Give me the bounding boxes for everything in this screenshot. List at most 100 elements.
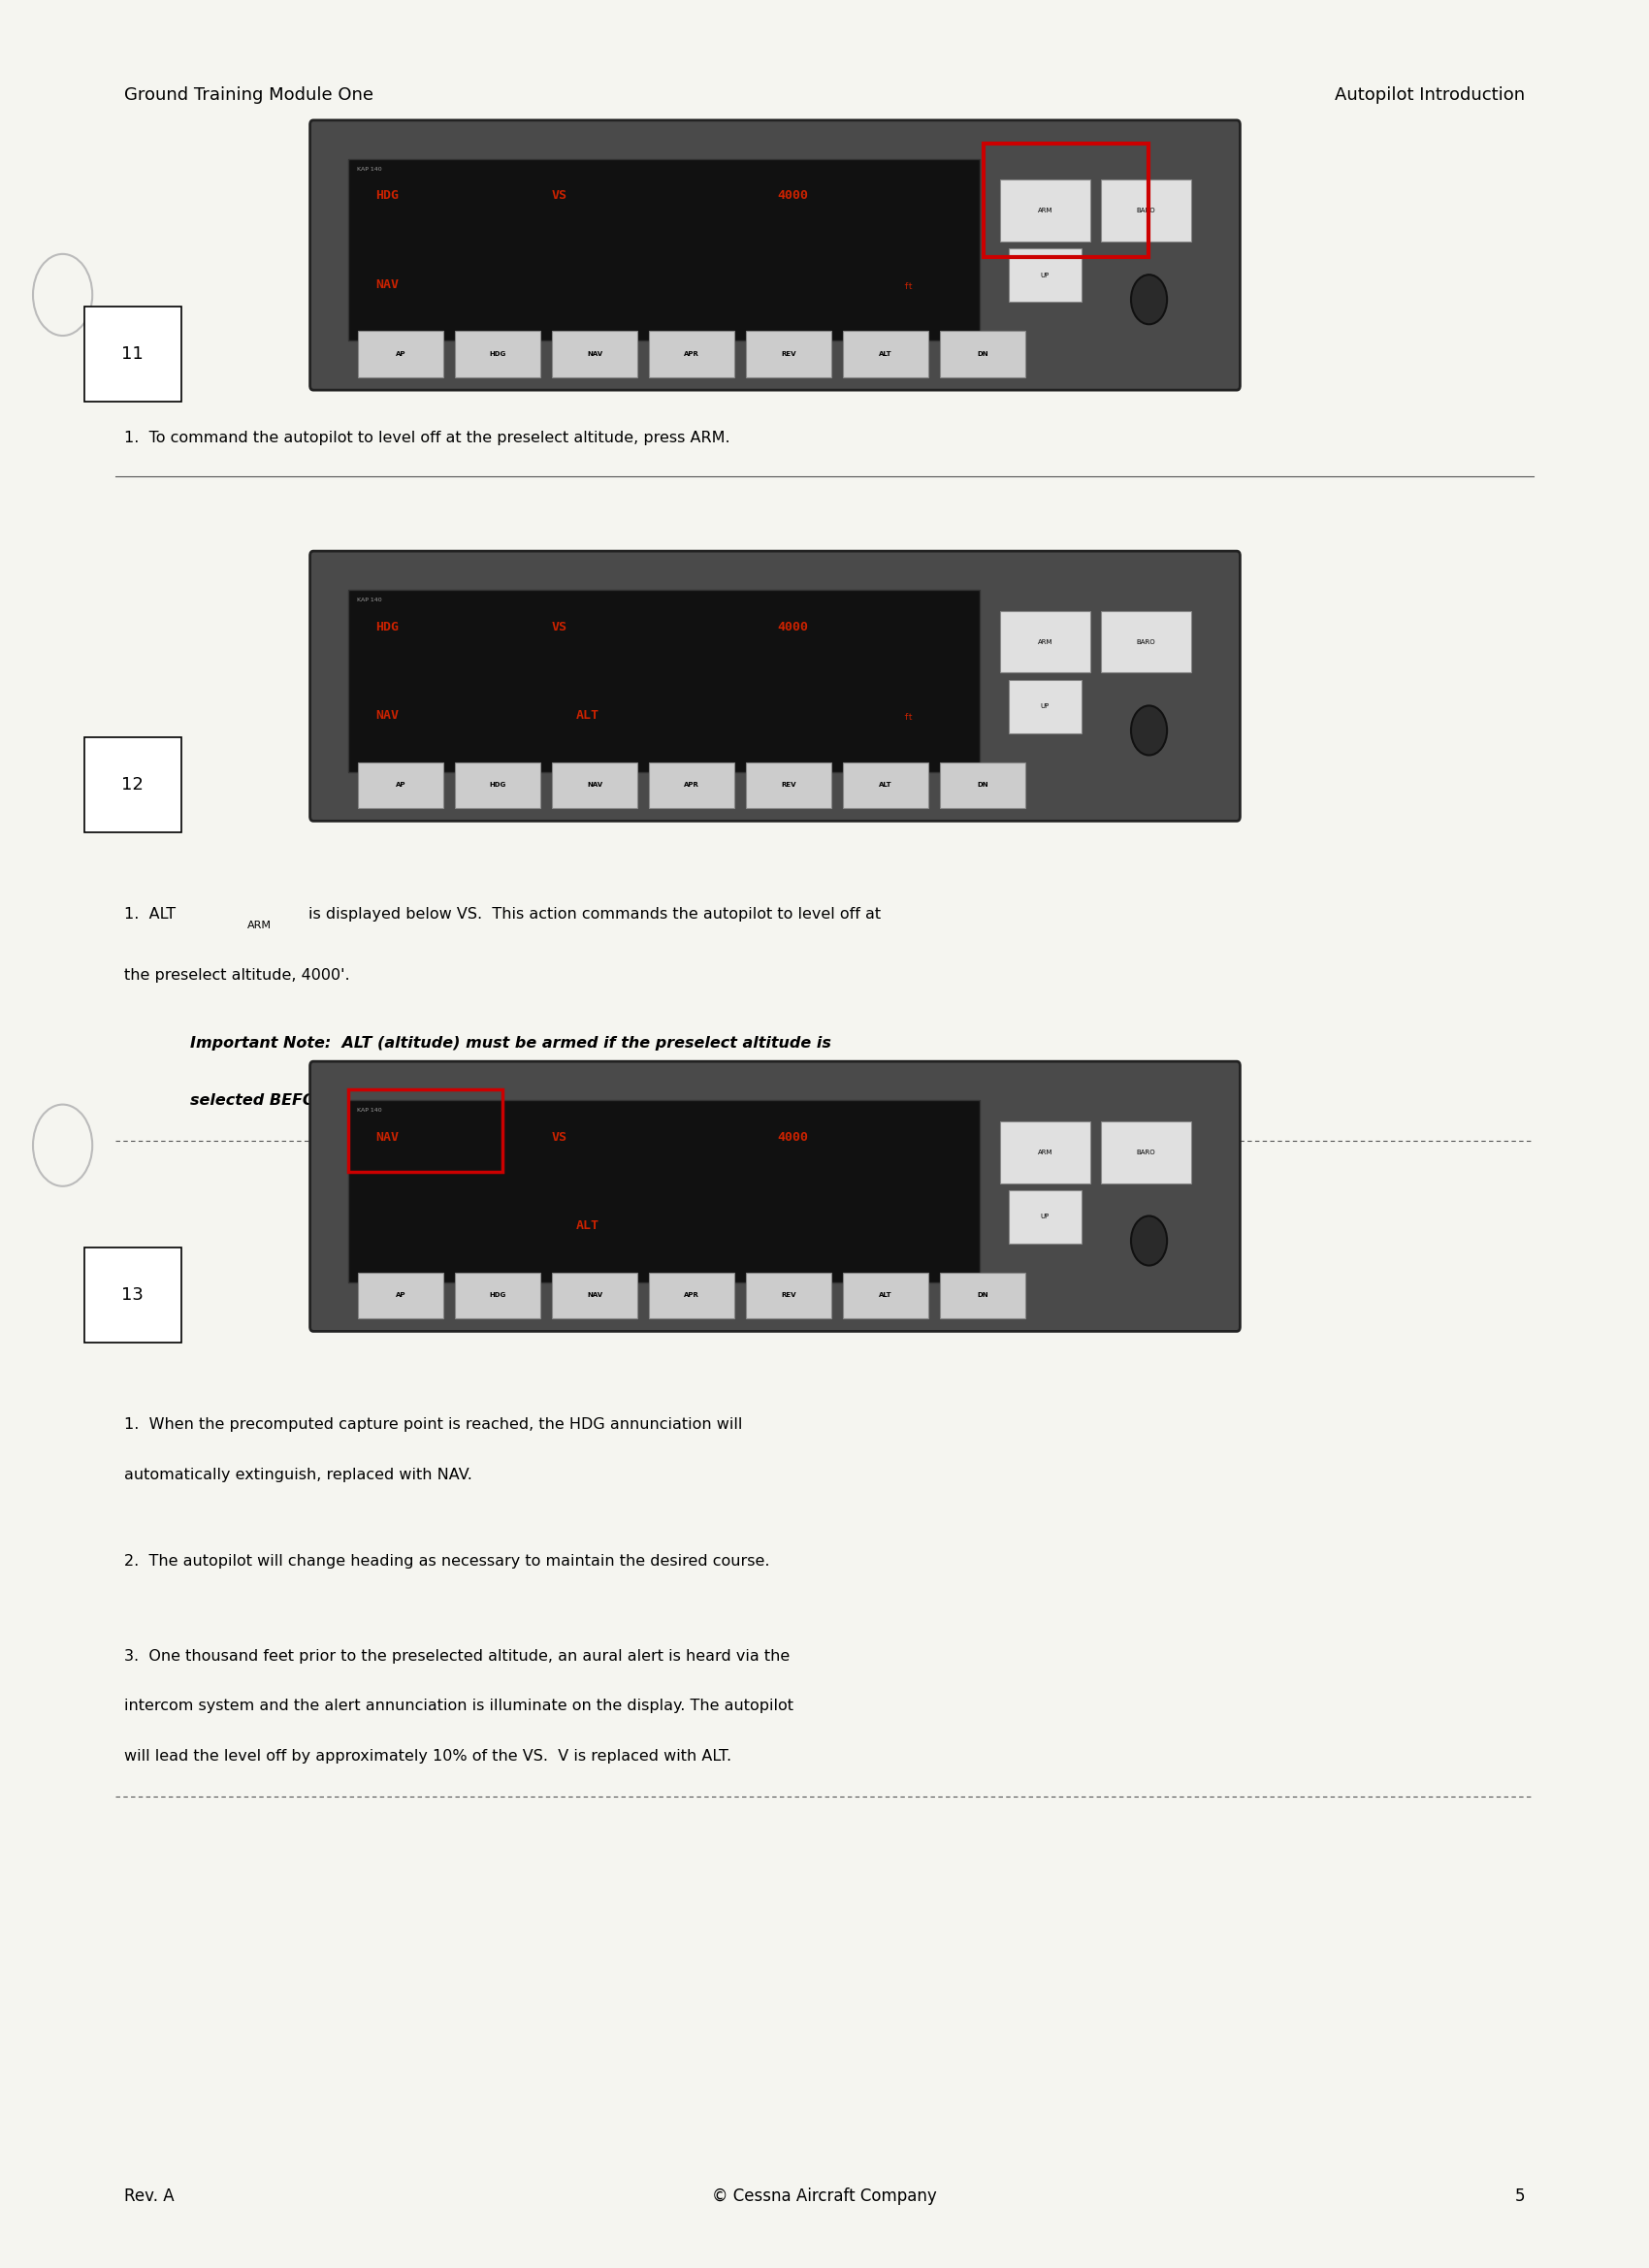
FancyBboxPatch shape: [552, 1272, 638, 1318]
Text: REV: REV: [782, 1293, 796, 1297]
FancyBboxPatch shape: [745, 331, 831, 376]
Text: 5: 5: [1515, 2186, 1525, 2204]
FancyBboxPatch shape: [940, 1272, 1026, 1318]
Text: ALT: ALT: [576, 1220, 600, 1232]
Text: NAV: NAV: [587, 1293, 602, 1297]
FancyBboxPatch shape: [84, 737, 181, 832]
Text: DN: DN: [976, 782, 988, 787]
Text: DN: DN: [976, 1293, 988, 1297]
FancyBboxPatch shape: [648, 762, 734, 807]
Text: 2.  The autopilot will change heading as necessary to maintain the desired cours: 2. The autopilot will change heading as …: [124, 1554, 768, 1567]
FancyBboxPatch shape: [455, 1272, 541, 1318]
FancyBboxPatch shape: [999, 1120, 1090, 1184]
FancyBboxPatch shape: [999, 610, 1090, 674]
FancyBboxPatch shape: [745, 762, 831, 807]
Text: will lead the level off by approximately 10% of the VS.  V is replaced with ALT.: will lead the level off by approximately…: [124, 1749, 731, 1762]
FancyBboxPatch shape: [552, 331, 638, 376]
Text: UP: UP: [1041, 703, 1050, 710]
Text: HDG: HDG: [490, 1293, 506, 1297]
Text: Autopilot Introduction: Autopilot Introduction: [1336, 86, 1525, 104]
Text: HDG: HDG: [376, 191, 399, 202]
Text: ARM: ARM: [247, 921, 272, 930]
Text: UP: UP: [1041, 1213, 1050, 1220]
Text: VS: VS: [551, 191, 567, 202]
FancyBboxPatch shape: [348, 159, 980, 340]
Text: selected BEFORE the autopilot is engaged.: selected BEFORE the autopilot is engaged…: [190, 1093, 564, 1107]
Text: HDG: HDG: [376, 621, 399, 633]
Text: 1.  When the precomputed capture point is reached, the HDG annunciation will: 1. When the precomputed capture point is…: [124, 1418, 742, 1431]
FancyBboxPatch shape: [843, 331, 928, 376]
FancyBboxPatch shape: [1100, 179, 1192, 243]
Text: APR: APR: [684, 782, 699, 787]
Text: VS: VS: [551, 1132, 567, 1143]
FancyBboxPatch shape: [940, 762, 1026, 807]
FancyBboxPatch shape: [84, 1247, 181, 1343]
FancyBboxPatch shape: [1100, 610, 1192, 674]
Text: ft: ft: [904, 281, 912, 290]
Text: 3.  One thousand feet prior to the preselected altitude, an aural alert is heard: 3. One thousand feet prior to the presel…: [124, 1649, 790, 1662]
Text: 1.  To command the autopilot to level off at the preselect altitude, press ARM.: 1. To command the autopilot to level off…: [124, 431, 729, 445]
Text: ARM: ARM: [1037, 209, 1052, 213]
Text: AP: AP: [396, 352, 406, 356]
FancyBboxPatch shape: [348, 1100, 980, 1281]
FancyBboxPatch shape: [999, 179, 1090, 243]
Text: APR: APR: [684, 352, 699, 356]
FancyBboxPatch shape: [843, 762, 928, 807]
FancyBboxPatch shape: [1009, 680, 1082, 733]
FancyBboxPatch shape: [648, 1272, 734, 1318]
FancyBboxPatch shape: [1009, 249, 1082, 302]
Text: ALT: ALT: [879, 1293, 892, 1297]
FancyBboxPatch shape: [310, 1061, 1240, 1331]
Text: NAV: NAV: [376, 1132, 399, 1143]
Text: 4000: 4000: [777, 191, 808, 202]
FancyBboxPatch shape: [552, 762, 638, 807]
Text: DN: DN: [976, 352, 988, 356]
Text: ALT: ALT: [576, 710, 600, 721]
Text: 4000: 4000: [777, 621, 808, 633]
Text: ARM: ARM: [1037, 640, 1052, 644]
Text: intercom system and the alert annunciation is illuminate on the display. The aut: intercom system and the alert annunciati…: [124, 1699, 793, 1712]
FancyBboxPatch shape: [1100, 1120, 1192, 1184]
Text: VS: VS: [551, 621, 567, 633]
Text: 4000: 4000: [777, 1132, 808, 1143]
FancyBboxPatch shape: [455, 331, 541, 376]
Text: AP: AP: [396, 1293, 406, 1297]
FancyBboxPatch shape: [455, 762, 541, 807]
Text: ARM: ARM: [1037, 1150, 1052, 1154]
Text: UP: UP: [1041, 272, 1050, 279]
Text: 1.  ALT: 1. ALT: [124, 907, 175, 921]
Text: HDG: HDG: [490, 352, 506, 356]
Text: Rev. A: Rev. A: [124, 2186, 173, 2204]
Text: Important Note:  ALT (altitude) must be armed if the preselect altitude is: Important Note: ALT (altitude) must be a…: [190, 1036, 831, 1050]
Text: NAV: NAV: [587, 352, 602, 356]
FancyBboxPatch shape: [310, 120, 1240, 390]
Text: the preselect altitude, 4000'.: the preselect altitude, 4000'.: [124, 968, 350, 982]
Text: REV: REV: [782, 782, 796, 787]
Text: ALT: ALT: [879, 352, 892, 356]
Text: 13: 13: [122, 1286, 143, 1304]
FancyBboxPatch shape: [358, 1272, 444, 1318]
Circle shape: [1131, 274, 1167, 324]
FancyBboxPatch shape: [1009, 1191, 1082, 1243]
FancyBboxPatch shape: [358, 331, 444, 376]
Text: is displayed below VS.  This action commands the autopilot to level off at: is displayed below VS. This action comma…: [308, 907, 881, 921]
Circle shape: [1131, 705, 1167, 755]
FancyBboxPatch shape: [745, 1272, 831, 1318]
Text: Ground Training Module One: Ground Training Module One: [124, 86, 373, 104]
FancyBboxPatch shape: [843, 1272, 928, 1318]
FancyBboxPatch shape: [358, 762, 444, 807]
Text: KAP 140: KAP 140: [356, 1107, 381, 1114]
FancyBboxPatch shape: [348, 590, 980, 771]
Text: 11: 11: [122, 345, 143, 363]
Text: ALT: ALT: [879, 782, 892, 787]
Text: BARO: BARO: [1136, 640, 1156, 644]
FancyBboxPatch shape: [648, 331, 734, 376]
Text: NAV: NAV: [376, 279, 399, 290]
Text: automatically extinguish, replaced with NAV.: automatically extinguish, replaced with …: [124, 1467, 472, 1481]
FancyBboxPatch shape: [310, 551, 1240, 821]
Text: HDG: HDG: [490, 782, 506, 787]
FancyBboxPatch shape: [84, 306, 181, 401]
Text: ft: ft: [904, 712, 912, 721]
Text: © Cessna Aircraft Company: © Cessna Aircraft Company: [712, 2186, 937, 2204]
Text: REV: REV: [782, 352, 796, 356]
